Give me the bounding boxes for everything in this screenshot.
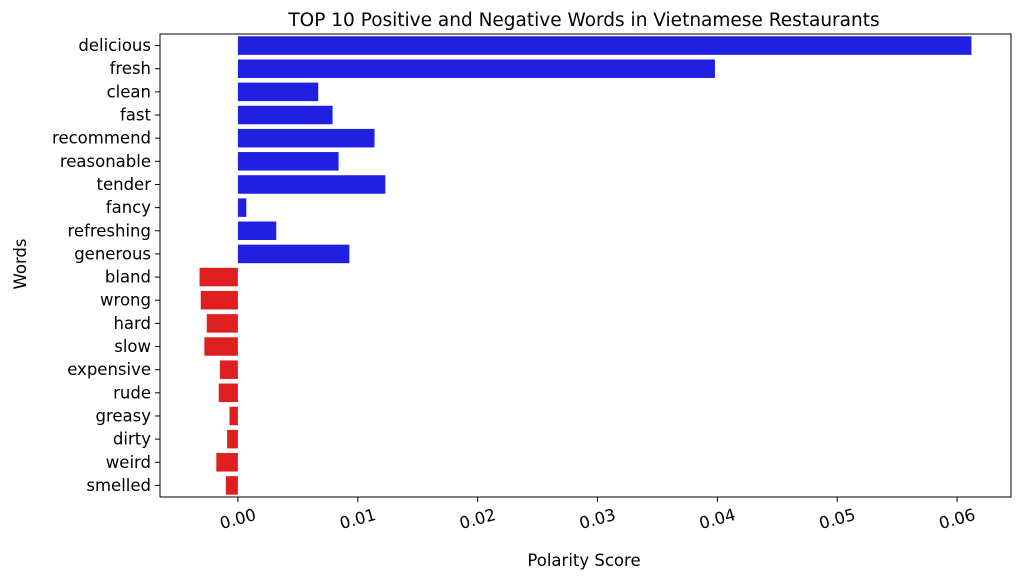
x-tick-label: 0.04 (697, 505, 737, 533)
bar-reasonable (237, 152, 339, 171)
y-tick-label: fancy (106, 198, 151, 217)
bar-delicious (237, 36, 972, 55)
y-tick-label: hard (113, 314, 151, 333)
y-axis: delicious fresh clean fast recommend reasonab… (52, 36, 160, 495)
bar-clean (237, 82, 319, 102)
bar-fancy (237, 198, 247, 217)
y-tick-label: slow (114, 337, 151, 356)
y-tick-label: tender (97, 175, 152, 194)
bar-tender (237, 175, 386, 194)
y-tick-label: greasy (95, 406, 151, 425)
y-tick-label: fresh (110, 59, 151, 78)
y-tick-label: delicious (78, 36, 151, 55)
y-tick-label: smelled (86, 476, 151, 495)
bar-generous (237, 244, 350, 264)
y-tick-label: fast (120, 106, 152, 125)
x-tick-label: 0.06 (937, 505, 977, 533)
x-tick-label: 0.05 (817, 505, 857, 533)
x-tick-label: 0.01 (338, 505, 378, 533)
x-axis: 0.00 0.01 0.02 0.03 0.04 0.05 0.06 (218, 497, 977, 533)
y-tick-label: bland (105, 268, 151, 287)
y-tick-label: rude (113, 383, 151, 402)
x-tick-label: 0.03 (577, 505, 617, 533)
x-axis-title: Polarity Score (527, 551, 640, 570)
bar-wrong (200, 290, 238, 310)
plot-area (159, 33, 1012, 498)
bar-fast (237, 105, 333, 125)
bar-recommend (237, 128, 375, 148)
y-tick-label: refreshing (67, 221, 151, 240)
bar-expensive (219, 360, 238, 379)
x-tick-label: 0.02 (457, 505, 497, 533)
y-tick-label: dirty (113, 430, 151, 449)
y-tick-label: reasonable (60, 152, 151, 171)
y-tick-label: weird (106, 453, 151, 472)
y-tick-label: generous (74, 244, 151, 263)
bar-greasy (229, 406, 238, 426)
bar-slow (204, 337, 238, 356)
bar-refreshing (237, 221, 277, 241)
plot-frame (159, 33, 1012, 498)
bar-bland (199, 267, 238, 287)
y-axis-title: Words (11, 238, 30, 289)
bar-hard (206, 314, 238, 333)
bars (199, 36, 972, 495)
x-tick-label: 0.00 (218, 505, 258, 533)
y-tick-label: recommend (52, 129, 151, 148)
bar-fresh (237, 59, 715, 78)
bar-rude (218, 383, 238, 403)
y-tick-label: wrong (100, 291, 151, 310)
bar-smelled (225, 476, 238, 495)
bar-weird (216, 453, 238, 472)
y-tick-label: expensive (67, 360, 151, 379)
y-tick-label: clean (107, 82, 151, 101)
bar-dirty (227, 429, 238, 449)
chart-title: TOP 10 Positive and Negative Words in Vi… (287, 10, 879, 31)
